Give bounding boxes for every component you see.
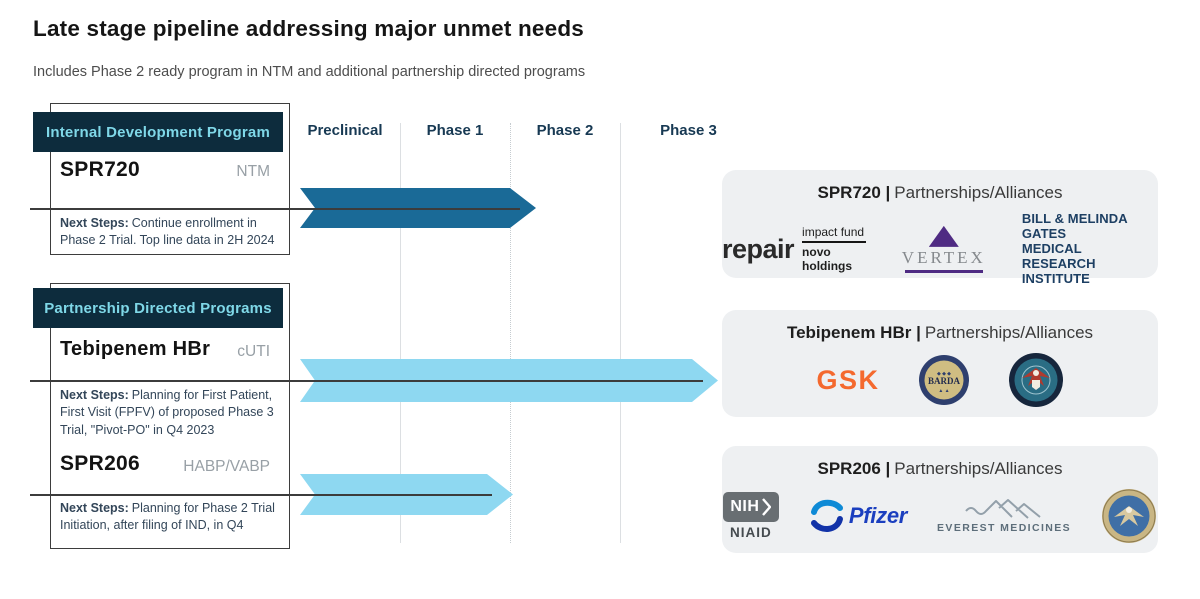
vertex-underline [904,269,983,273]
partnerships-title-suffix: Partnerships/Alliances [894,183,1063,202]
barda-seal-icon: ◆ ◆ ◆ BARDA ▲ ▲ [918,355,969,405]
everest-wordmark: EVEREST MEDICINES [937,522,1072,534]
vertex-logo: VERTEX [901,225,986,273]
indication-cuti: cUTI [237,343,270,360]
partnerships-box-tebipenem: Tebipenem HBr | Partnerships/Alliances GS… [722,310,1158,417]
grid-line-phase2 [510,123,511,543]
partnerships-title-program: SPR206 | [817,459,891,478]
next-steps-spr206: Next Steps: Planning for Phase 2 Trial In… [60,500,280,535]
partnerships-title: SPR206 | Partnerships/Alliances [722,459,1158,479]
connector-line-spr720 [30,208,520,210]
next-steps-tebipenem: Next Steps: Planning for First Patient, F… [60,387,280,439]
dod-seal-icon [1102,489,1157,543]
page-subtitle: Includes Phase 2 ready program in NTM an… [33,64,586,80]
partnership-program-box [50,283,290,549]
gates-line3: INSTITUTE [1021,270,1090,286]
phase-header-phase3: Phase 3 [660,122,717,139]
program-name-spr206: SPR206 [60,452,141,475]
dtra-seal-icon [1008,353,1063,407]
partnerships-title: Tebipenem HBr | Partnerships/Alliances [722,323,1158,343]
page-title: Late stage pipeline addressing major unm… [33,16,584,41]
svg-text:▲ ▲: ▲ ▲ [938,389,949,394]
group-header-partnership: Partnership Directed Programs [33,288,283,328]
impact-fund-text: impact fund [802,225,865,240]
partnerships-title: SPR720 | Partnerships/Alliances [722,183,1158,203]
connector-line-spr206 [30,494,492,496]
phase-header-preclinical: Preclinical [307,122,383,139]
partnerships-box-spr206: SPR206 | Partnerships/Alliances NIH NIAID… [722,446,1158,553]
partnerships-title-suffix: Partnerships/Alliances [894,459,1063,478]
nih-niaid-logo: NIH NIAID [722,492,779,540]
internal-program-box [50,103,290,255]
indication-habp-vabp: HABP/VABP [183,458,270,475]
repair-subtext: impact fund novo holdings [802,225,866,273]
repair-wordmark: repair [722,233,795,264]
partnerships-box-spr720: SPR720 | Partnerships/Alliances repair im… [722,170,1158,286]
partnerships-title-program: Tebipenem HBr | [786,323,921,342]
next-steps-text: Continue enrollment in Phase 2 Trial. To… [60,216,275,248]
grid-line-phase1 [400,123,401,543]
gates-line2: MEDICAL RESEARCH [1021,240,1096,271]
nih-chevron-icon [762,498,772,516]
next-steps-label: Next Steps: [60,501,129,515]
pfizer-logo: Pfizer [809,499,907,533]
next-steps-label: Next Steps: [60,216,129,230]
everest-medicines-logo: EVEREST MEDICINES [937,498,1071,534]
program-name-tebipenem: Tebipenem HBr [60,338,211,360]
gsk-logo: GSK [816,364,880,395]
gates-mri-logo: BILL & MELINDA GATES MEDICAL RESEARCH IN… [1021,211,1158,287]
partnerships-title-suffix: Partnerships/Alliances [924,323,1094,342]
group-header-internal: Internal Development Program [33,112,283,152]
indication-ntm: NTM [236,163,270,180]
logo-row: NIH NIAID Pfizer EVEREST MEDICINES [722,488,1158,544]
logo-row: GSK ◆ ◆ ◆ BARDA ▲ ▲ [722,352,1158,408]
next-steps-label: Next Steps: [60,388,129,402]
repair-impact-fund-logo: repair impact fund novo holdings [722,225,866,273]
grid-line-phase3 [620,123,621,543]
program-name-spr720: SPR720 [60,158,141,181]
svg-text:BARDA: BARDA [927,376,960,386]
novo-holdings-text: novo holdings [802,245,853,274]
vertex-wordmark: VERTEX [901,247,986,267]
svg-text:◆ ◆ ◆: ◆ ◆ ◆ [936,371,950,377]
phase-header-phase1: Phase 1 [426,122,484,139]
pfizer-swirl-icon [810,499,843,532]
gates-line1: BILL & MELINDA GATES [1021,211,1128,241]
pfizer-wordmark: Pfizer [848,503,908,528]
vertex-triangle-icon [928,225,959,247]
logo-row: repair impact fund novo holdings VERTEX … [722,211,1158,287]
connector-line-tebipenem [30,380,703,382]
nih-badge: NIH [722,492,779,522]
next-steps-spr720: Next Steps: Continue enrollment in Phase … [60,215,280,250]
divider [802,241,866,244]
next-steps-text: Planning for Phase 2 Trial Initiation, a… [60,501,275,533]
mountains-icon [965,499,1041,519]
partnerships-title-program: SPR720 | [817,183,891,202]
next-steps-text: Planning for First Patient, First Visit … [60,388,274,437]
nih-wordmark: NIH [730,498,760,515]
phase-header-phase2: Phase 2 [536,122,594,139]
niaid-text: NIAID [730,525,772,540]
